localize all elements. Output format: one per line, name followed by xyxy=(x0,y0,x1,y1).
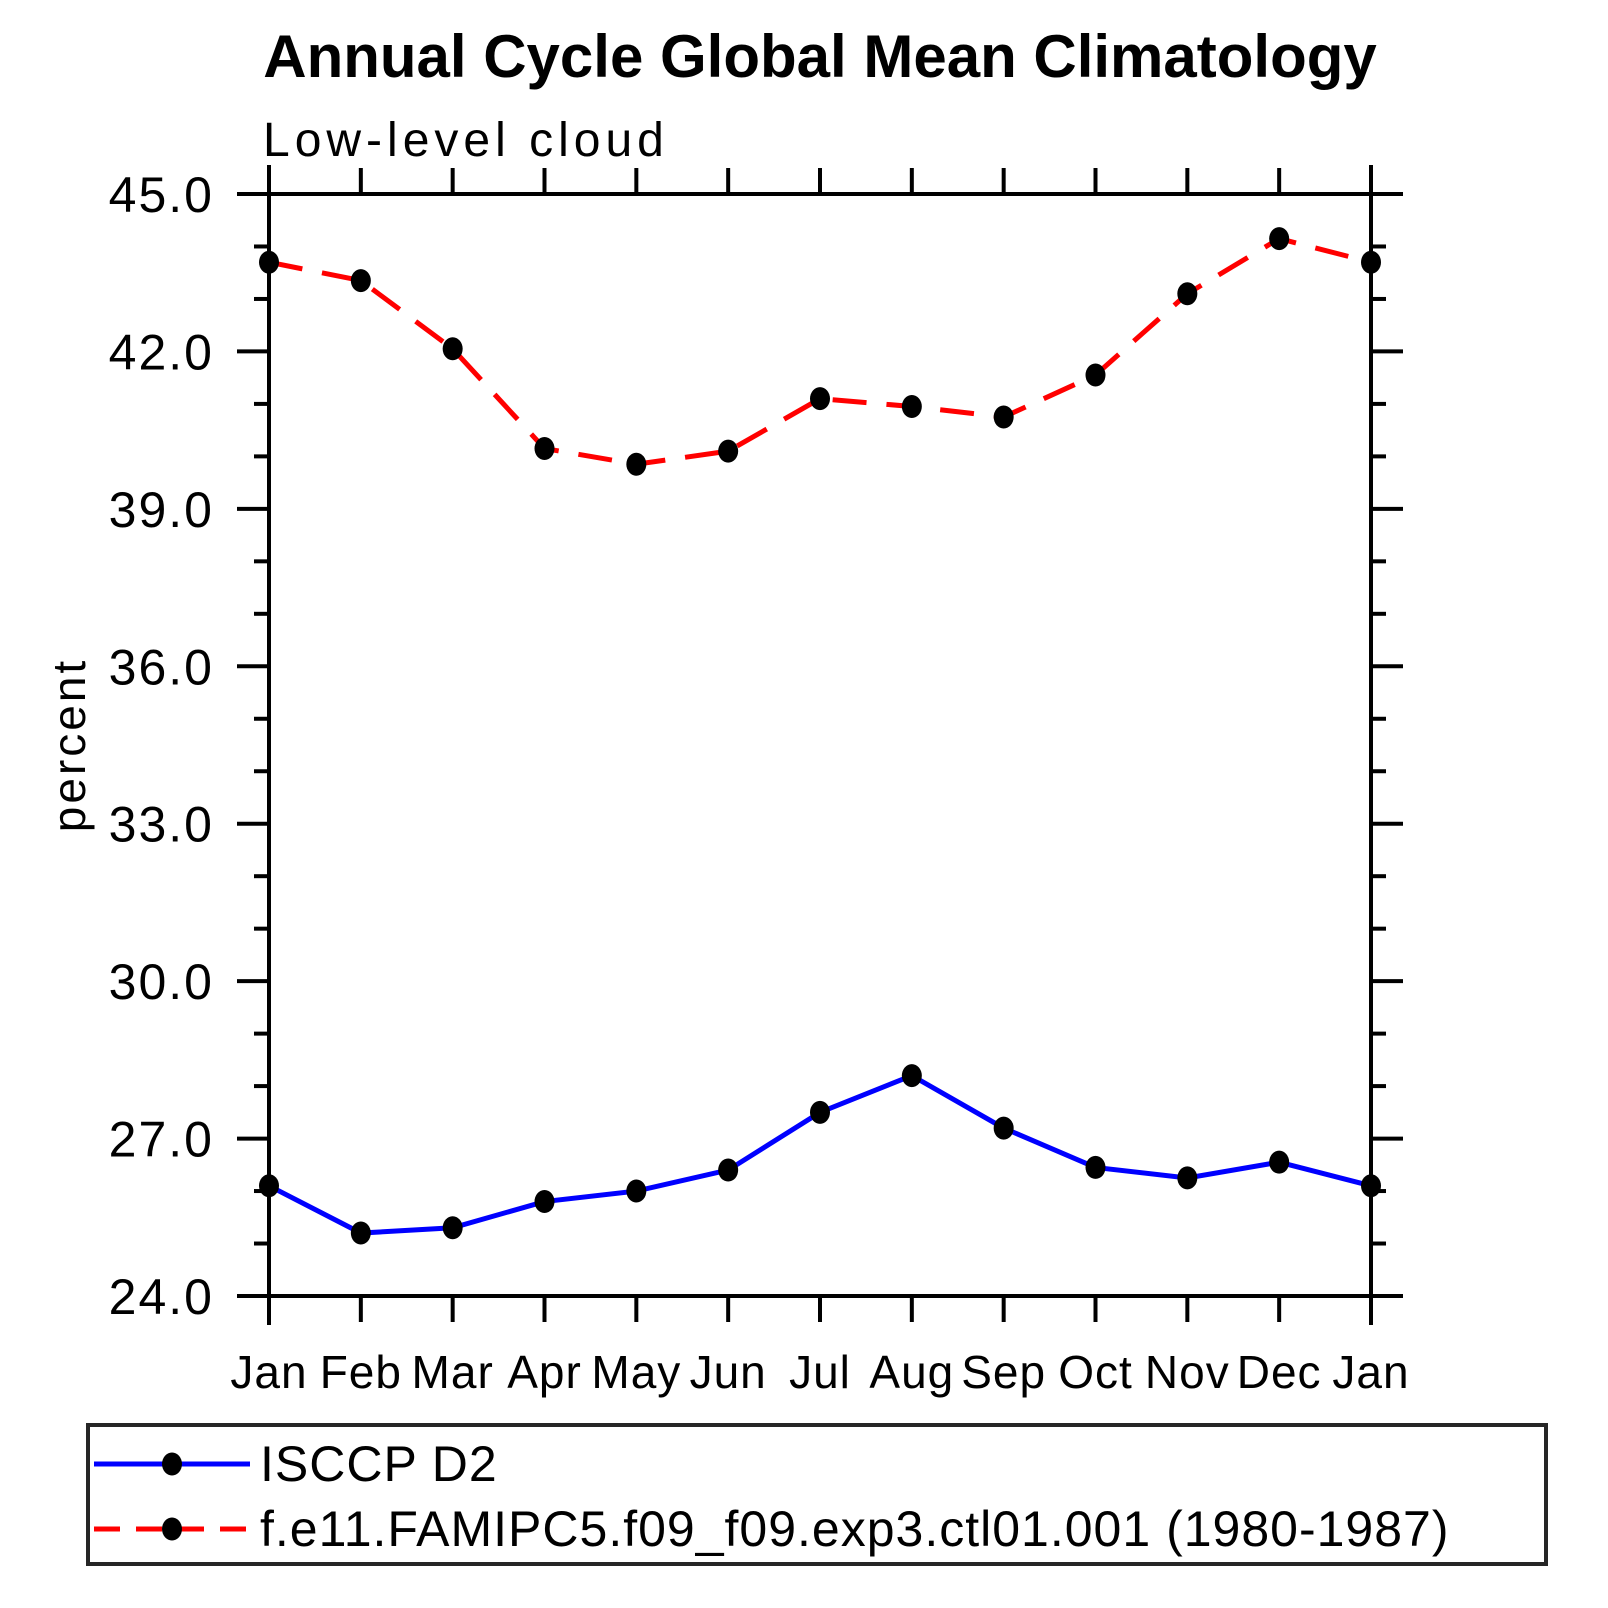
data-point-marker-s0 xyxy=(1085,1155,1106,1179)
data-point-marker-s1 xyxy=(442,337,463,361)
x-tick-label: Nov xyxy=(1145,1346,1230,1398)
data-point-marker-s0 xyxy=(901,1064,922,1088)
data-point-marker-s0 xyxy=(1361,1174,1381,1198)
data-point-marker-s0 xyxy=(810,1100,830,1124)
y-tick-label: 33.0 xyxy=(109,797,214,853)
data-point-marker-s1 xyxy=(1361,250,1381,274)
data-point-marker-s1 xyxy=(810,387,830,411)
legend-row-isccp: ISCCP D2 xyxy=(92,1436,498,1492)
data-point-marker-s0 xyxy=(259,1174,279,1198)
data-point-marker-s1 xyxy=(259,250,279,274)
x-tick-label: Sep xyxy=(961,1346,1046,1398)
legend-label-isccp: ISCCP D2 xyxy=(260,1436,498,1492)
data-point-marker-s0 xyxy=(1269,1150,1290,1174)
x-tick-label: Jul xyxy=(789,1346,851,1398)
data-point-marker-s1 xyxy=(350,269,371,293)
data-point-marker-s1 xyxy=(1085,363,1106,387)
legend-row-model: f.e11.FAMIPC5.f09_f09.exp3.ctl01.001 (19… xyxy=(92,1501,1449,1557)
legend-box: ISCCP D2 f.e11.FAMIPC5.f09_f09.exp3.ctl0… xyxy=(86,1423,1548,1566)
data-point-marker-s0 xyxy=(442,1216,463,1240)
x-tick-label: Jan xyxy=(1332,1346,1409,1398)
data-point-marker-s0 xyxy=(534,1190,555,1214)
legend-marker-icon xyxy=(162,1517,182,1541)
chart-subtitle: Low-level cloud xyxy=(263,114,669,167)
data-point-marker-s0 xyxy=(350,1221,371,1245)
x-tick-label: Aug xyxy=(869,1346,954,1398)
data-point-marker-s1 xyxy=(901,395,922,419)
series-line-1 xyxy=(268,235,1372,467)
x-tick-label: Jun xyxy=(690,1346,767,1398)
y-tick-label: 30.0 xyxy=(109,954,214,1010)
data-point-marker-s0 xyxy=(626,1179,647,1203)
series-line-0 xyxy=(267,1072,1372,1236)
y-tick-label: 39.0 xyxy=(109,482,214,538)
x-tick-label: Feb xyxy=(320,1346,402,1398)
data-point-marker-s0 xyxy=(1177,1166,1198,1190)
data-point-marker-s1 xyxy=(1177,282,1198,306)
data-point-marker-s0 xyxy=(993,1116,1014,1140)
data-point-marker-s1 xyxy=(718,439,739,463)
x-tick-label: Oct xyxy=(1058,1346,1133,1398)
legend-line-swatch-solid-icon xyxy=(94,1452,250,1476)
legend-line-swatch-dashed-icon xyxy=(94,1517,250,1541)
y-tick-label: 42.0 xyxy=(109,324,214,380)
y-tick-label: 24.0 xyxy=(109,1269,214,1325)
y-tick-label: 36.0 xyxy=(109,639,214,695)
x-tick-label: Dec xyxy=(1237,1346,1322,1398)
x-tick-label: Mar xyxy=(412,1346,494,1398)
data-point-marker-s1 xyxy=(534,437,555,461)
legend-marker-icon xyxy=(162,1452,182,1476)
x-tick-label: Apr xyxy=(507,1346,582,1398)
x-tick-label: May xyxy=(591,1346,681,1398)
y-tick-label: 27.0 xyxy=(109,1112,214,1168)
data-point-marker-s0 xyxy=(718,1158,739,1182)
y-tick-label: 45.0 xyxy=(109,167,214,223)
legend-label-model: f.e11.FAMIPC5.f09_f09.exp3.ctl01.001 (19… xyxy=(260,1501,1450,1557)
chart-title: Annual Cycle Global Mean Climatology xyxy=(263,23,1377,90)
data-point-marker-s1 xyxy=(626,452,647,476)
data-point-marker-s1 xyxy=(993,405,1014,429)
data-point-marker-s1 xyxy=(1269,227,1290,251)
x-tick-label: Jan xyxy=(230,1346,307,1398)
